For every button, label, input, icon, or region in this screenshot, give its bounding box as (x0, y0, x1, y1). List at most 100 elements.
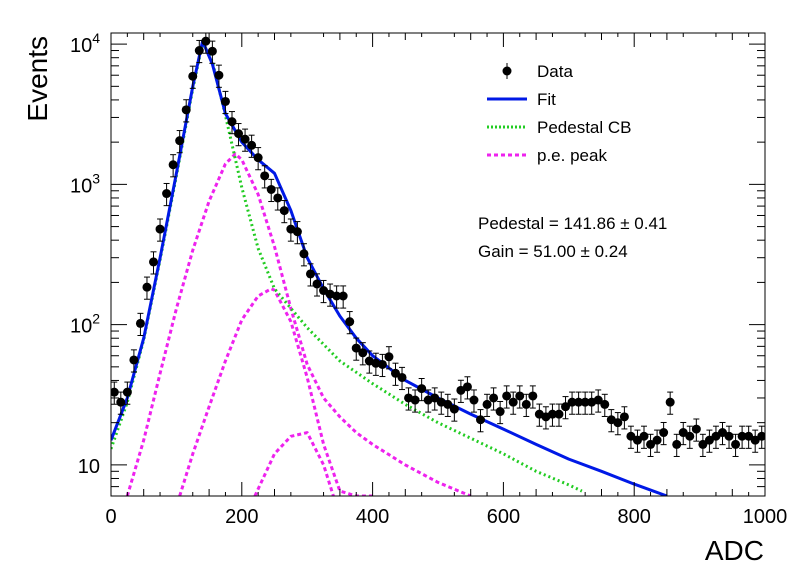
data-point (142, 282, 152, 292)
data-point (482, 399, 492, 409)
data-point (149, 257, 159, 267)
data-point (417, 384, 427, 394)
data-point (750, 435, 760, 445)
data-point (449, 404, 459, 414)
data-point (227, 117, 237, 127)
pedestal-cb-curve (111, 41, 583, 493)
data-point (757, 431, 765, 441)
legend-item-ped: Pedestal CB (487, 118, 632, 137)
annotation-pedestal: Pedestal = 141.86 ± 0.41 (478, 214, 667, 233)
y-tick-label: 103 (70, 170, 100, 197)
data-point (194, 46, 204, 56)
x-tick-label: 1000 (743, 506, 788, 528)
data-point (247, 140, 257, 150)
data-point (462, 382, 472, 392)
data-point (567, 397, 577, 407)
data-point (652, 435, 662, 445)
annotation-gain: Gain = 51.00 ± 0.24 (478, 242, 628, 261)
y-tick-label: 104 (70, 30, 100, 57)
legend-item-fit: Fit (487, 90, 556, 109)
data-point (181, 105, 191, 115)
data-point (521, 399, 531, 409)
data-point (737, 431, 747, 441)
data-point (593, 395, 603, 405)
data-point (685, 431, 695, 441)
legend-label: Pedestal CB (537, 118, 632, 137)
data-point (260, 171, 270, 181)
data-points-layer (111, 33, 765, 457)
data-point (443, 399, 453, 409)
legend-label: p.e. peak (537, 146, 607, 165)
data-point (188, 71, 198, 81)
data-point (410, 395, 420, 405)
data-point (724, 431, 734, 441)
x-tick-label: 400 (356, 506, 389, 528)
x-axis-label: ADC (705, 535, 764, 566)
data-point (338, 291, 348, 301)
data-point (397, 372, 407, 382)
data-point (547, 409, 557, 419)
data-point (384, 352, 394, 362)
data-point (678, 428, 688, 438)
data-point (744, 431, 754, 441)
data-point (469, 395, 479, 405)
data-point (554, 409, 564, 419)
plot-frame (110, 32, 766, 497)
data-point (273, 193, 283, 203)
data-point (377, 359, 387, 369)
data-point (495, 407, 505, 417)
data-point (299, 249, 309, 259)
legend-item-data: Data (502, 62, 573, 81)
data-point (619, 412, 629, 422)
x-tick-label: 200 (225, 506, 258, 528)
data-point (129, 355, 139, 365)
data-point (175, 136, 185, 146)
data-point (632, 435, 642, 445)
data-point (201, 36, 211, 46)
data-point (390, 368, 400, 378)
data-point (207, 46, 217, 56)
data-point (351, 343, 361, 353)
pe-peak-curve-3 (253, 431, 335, 496)
data-point (502, 391, 512, 401)
legend-label: Data (537, 62, 573, 81)
data-point (312, 279, 322, 289)
legend-label: Fit (537, 90, 556, 109)
y-axis-label: Events (22, 36, 53, 122)
data-point (672, 439, 682, 449)
data-point (646, 439, 656, 449)
data-point (430, 393, 440, 403)
data-point (122, 387, 132, 397)
data-point (116, 397, 126, 407)
data-point (711, 431, 721, 441)
data-point (704, 435, 714, 445)
data-point (234, 129, 244, 139)
data-point (698, 439, 708, 449)
x-tick-label: 0 (105, 506, 116, 528)
legend: Data Fit Pedestal CB p.e. peak (487, 62, 632, 165)
data-point (220, 96, 230, 106)
data-point (626, 431, 636, 441)
legend-item-pe: p.e. peak (487, 146, 607, 165)
data-point (515, 391, 525, 401)
data-point (691, 424, 701, 434)
data-point (731, 439, 741, 449)
y-tick-label: 10 (78, 456, 100, 478)
data-point (266, 184, 276, 194)
data-point (600, 399, 610, 409)
data-point (358, 348, 368, 358)
data-point (162, 189, 172, 199)
data-point (214, 70, 224, 80)
data-point (580, 397, 590, 407)
x-tick-label: 600 (487, 506, 520, 528)
data-point (561, 402, 571, 412)
data-point (332, 291, 342, 301)
data-point (639, 431, 649, 441)
data-point (279, 206, 289, 216)
axes-layer: 0 200 400 600 800 1000 10 102 103 104 (70, 30, 787, 528)
data-point (489, 393, 499, 403)
x-tick-label: 800 (618, 506, 651, 528)
data-point (305, 269, 315, 279)
